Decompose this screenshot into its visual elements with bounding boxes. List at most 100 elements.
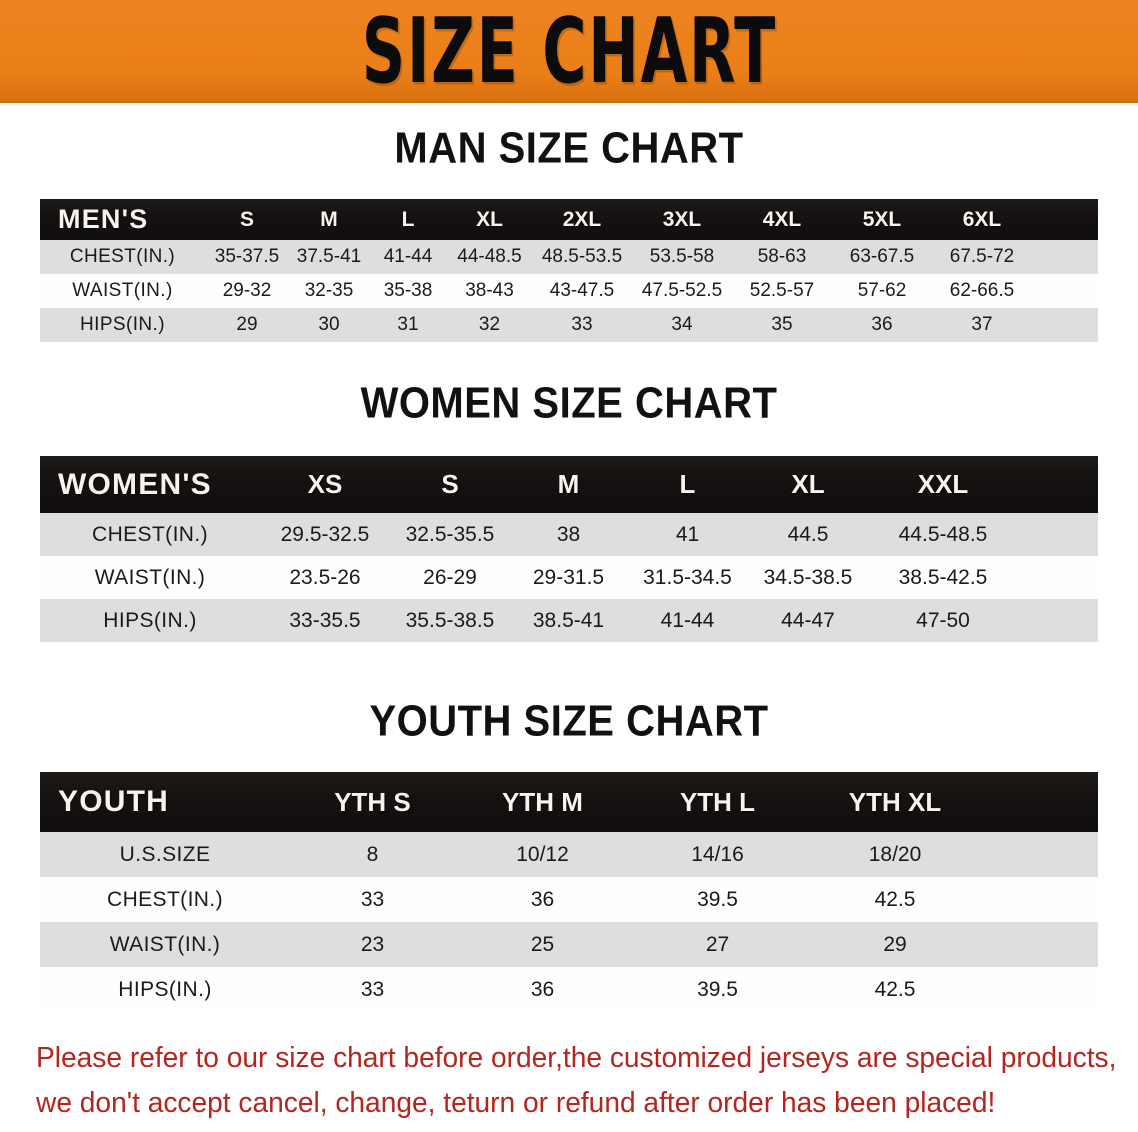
column-header-xs: XS [307, 469, 343, 499]
table-cell: 57-62 [857, 280, 907, 301]
table-cell: 62-66.5 [949, 280, 1015, 301]
table-cell: 23 [360, 932, 385, 956]
table-cell: 38 [556, 522, 581, 546]
table-row: CHEST(IN.) 33 36 39.5 42.5 [40, 877, 1098, 922]
table-cell: 35 [771, 314, 793, 335]
table-cell: 38-43 [465, 280, 514, 301]
table-cell-spacer [1032, 274, 1098, 308]
column-header-s: S [441, 469, 459, 499]
table-cell: 41-44 [660, 608, 715, 632]
table-cell: 33 [360, 887, 385, 911]
table-corner-label: WOMEN'S [58, 467, 212, 501]
column-header-5xl: 5XL [862, 207, 902, 231]
table-cell: 48.5-53.5 [541, 246, 623, 267]
youth-size-table: YOUTH YTH S YTH M YTH L YTH XL U.S.SIZE 8 10/12… [40, 772, 1098, 1012]
table-cell: 10/12 [516, 842, 569, 866]
column-header-l: L [401, 207, 415, 231]
table-cell: 35.5-38.5 [405, 608, 495, 632]
table-cell: 8 [366, 842, 379, 866]
women-size-table: WOMEN'S XS S M L XL XXL CHEST(IN.) 29.5-32.5 32.5… [40, 456, 1098, 642]
table-cell: 14/16 [691, 842, 744, 866]
column-header-yth-xl: YTH XL [848, 786, 942, 817]
table-cell: 53.5-58 [649, 246, 715, 267]
table-cell: 47-50 [916, 608, 970, 632]
table-cell: 25 [530, 932, 555, 956]
table-cell: 34 [671, 314, 693, 335]
table-cell: 34.5-38.5 [763, 565, 853, 589]
column-header-2xl: 2XL [562, 207, 602, 231]
table-cell: 42.5 [874, 887, 916, 911]
row-label-u-s-size: U.S.SIZE [119, 842, 211, 866]
column-header-m: M [557, 469, 580, 499]
row-label-hips-in-: HIPS(IN.) [118, 977, 212, 1001]
column-header-xxl: XXL [917, 469, 969, 499]
column-header-yth-s: YTH S [334, 786, 411, 817]
disclaimer-line-1: Please refer to our size chart before or… [36, 1042, 1117, 1074]
column-header-l: L [679, 469, 696, 499]
table-cell: 35-38 [383, 280, 433, 301]
table-cell: 38.5-42.5 [898, 565, 988, 589]
table-cell: 41-44 [383, 246, 433, 267]
table-cell: 29-31.5 [532, 565, 605, 589]
table-cell: 29.5-32.5 [280, 522, 370, 546]
table-cell: 35-37.5 [214, 246, 280, 267]
table-cell-spacer [1018, 599, 1098, 642]
table-cell: 44-47 [781, 608, 835, 632]
table-cell: 36 [530, 887, 555, 911]
table-cell: 29-32 [222, 280, 272, 301]
table-header-row: MEN'S S M L XL 2XL 3XL 4XL 5XL 6XL [40, 199, 1098, 240]
disclaimer-text: Please refer to our size chart before or… [36, 1036, 1117, 1126]
table-cell: 44.5 [787, 522, 829, 546]
table-cell: 33-35.5 [289, 608, 361, 632]
section-title-man: MAN SIZE CHART [394, 123, 744, 173]
section-title-women: WOMEN SIZE CHART [360, 378, 778, 428]
table-row: HIPS(IN.) 33 36 39.5 42.5 [40, 967, 1098, 1012]
table-cell: 33 [571, 314, 593, 335]
row-label-hips-in-: HIPS(IN.) [80, 314, 165, 335]
table-cell-spacer [985, 832, 1098, 877]
column-header-3xl: 3XL [662, 207, 702, 231]
table-corner-label: YOUTH [58, 785, 169, 818]
men-size-table: MEN'S S M L XL 2XL 3XL 4XL 5XL 6XL CHEST(IN.) 35-37… [40, 199, 1098, 342]
table-cell: 36 [530, 977, 555, 1001]
table-cell-spacer [1018, 513, 1098, 556]
row-label-waist-in-: WAIST(IN.) [94, 565, 206, 589]
table-cell: 58-63 [757, 246, 807, 267]
table-cell: 39.5 [697, 887, 738, 911]
section-title-youth: YOUTH SIZE CHART [369, 696, 769, 746]
table-cell: 26-29 [423, 565, 477, 589]
table-cell: 44-48.5 [457, 246, 522, 267]
row-label-waist-in-: WAIST(IN.) [72, 280, 173, 301]
column-header-spacer [1018, 456, 1098, 513]
table-cell: 44.5-48.5 [898, 522, 988, 546]
table-cell: 30 [318, 314, 340, 335]
table-cell-spacer [985, 922, 1098, 967]
table-corner-label: MEN'S [58, 204, 149, 234]
table-cell-spacer [1032, 240, 1098, 274]
table-row: HIPS(IN.) 33-35.5 35.5-38.5 38.5-41 41-44 44-… [40, 599, 1098, 642]
row-label-waist-in-: WAIST(IN.) [109, 932, 221, 956]
table-cell: 32 [478, 314, 501, 335]
table-header-row: YOUTH YTH S YTH M YTH L YTH XL [40, 772, 1098, 832]
column-header-xl: XL [791, 469, 825, 499]
row-label-chest-in-: CHEST(IN.) [107, 887, 223, 911]
table-cell: 43-47.5 [549, 280, 615, 301]
table-cell: 29 [883, 932, 907, 956]
table-cell-spacer [1032, 308, 1098, 342]
table-cell: 63-67.5 [849, 246, 915, 267]
table-cell: 67.5-72 [949, 246, 1015, 267]
table-row: WAIST(IN.) 29-32 32-35 35-38 38-43 43-47.5 47.… [40, 274, 1098, 308]
column-header-6xl: 6XL [962, 207, 1002, 231]
table-row: WAIST(IN.) 23.5-26 26-29 29-31.5 31.5-34.5 34… [40, 556, 1098, 599]
table-row: HIPS(IN.) 29 30 31 32 33 34 35 36 37 [40, 308, 1098, 342]
table-cell: 52.5-57 [749, 280, 815, 301]
table-cell: 42.5 [874, 977, 916, 1001]
column-header-4xl: 4XL [762, 207, 802, 231]
table-cell: 27 [705, 932, 730, 956]
table-row: CHEST(IN.) 35-37.5 37.5-41 41-44 44-48.5 48.5… [40, 240, 1098, 274]
table-cell: 37 [971, 314, 993, 335]
table-cell: 32.5-35.5 [405, 522, 495, 546]
table-cell-spacer [985, 967, 1098, 1012]
table-cell: 37.5-41 [296, 246, 362, 267]
